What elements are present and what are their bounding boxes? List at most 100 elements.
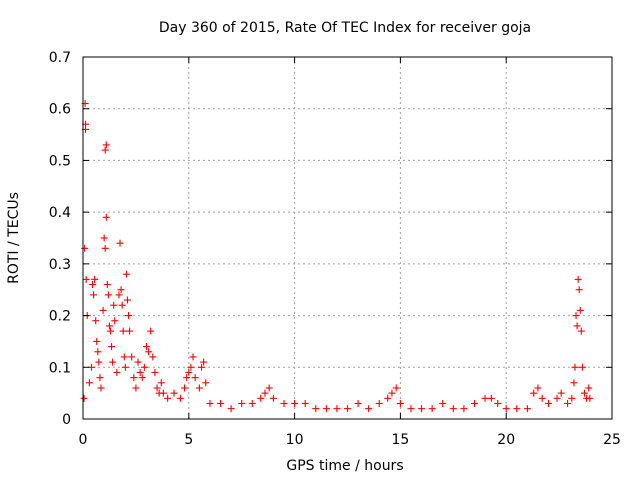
data-point — [217, 399, 225, 407]
data-point — [176, 394, 184, 402]
data-point — [164, 394, 172, 402]
data-point — [248, 399, 256, 407]
data-point — [545, 399, 553, 407]
data-point — [586, 394, 594, 402]
data-point — [115, 291, 123, 299]
plot-frame — [82, 56, 613, 420]
data-point — [460, 405, 468, 413]
data-point — [576, 306, 584, 314]
data-point — [104, 291, 112, 299]
data-point — [90, 291, 98, 299]
y-tick-label: 0 — [62, 412, 71, 428]
data-point — [197, 363, 205, 371]
data-point — [159, 389, 167, 397]
data-point — [87, 363, 95, 371]
data-point — [81, 244, 89, 252]
data-point — [109, 358, 117, 366]
data-point — [449, 405, 457, 413]
x-tick-label: 25 — [603, 432, 621, 448]
data-point — [269, 394, 277, 402]
data-point — [126, 327, 134, 335]
data-point — [418, 405, 426, 413]
data-point — [557, 389, 565, 397]
data-point — [553, 394, 561, 402]
data-point — [102, 141, 110, 149]
data-point — [502, 405, 510, 413]
data-point — [301, 399, 309, 407]
data-point — [145, 348, 153, 356]
data-point — [95, 358, 103, 366]
data-point — [120, 353, 128, 361]
data-point — [157, 379, 165, 387]
data-point — [257, 394, 265, 402]
data-point — [574, 275, 582, 283]
data-point — [105, 322, 113, 330]
data-point — [365, 405, 373, 413]
data-point — [110, 301, 118, 309]
data-point — [101, 244, 109, 252]
data-point — [265, 384, 273, 392]
x-tick-label: 5 — [184, 432, 193, 448]
data-point — [407, 405, 415, 413]
data-point — [124, 312, 132, 320]
data-point — [170, 389, 178, 397]
data-point — [575, 286, 583, 294]
data-point — [82, 275, 90, 283]
y-tick-label: 0.5 — [49, 153, 71, 169]
data-point — [392, 384, 400, 392]
data-point — [333, 405, 341, 413]
data-point — [187, 363, 195, 371]
x-tick-label: 20 — [497, 432, 515, 448]
data-point — [96, 374, 104, 382]
data-point — [322, 405, 330, 413]
x-tick-label: 10 — [286, 432, 304, 448]
data-point — [85, 379, 93, 387]
data-point — [354, 399, 362, 407]
data-point — [136, 368, 144, 376]
data-point — [138, 374, 146, 382]
data-point — [439, 399, 447, 407]
data-point — [149, 353, 157, 361]
x-tick-label: 0 — [79, 432, 88, 448]
data-point — [97, 384, 105, 392]
data-point — [538, 394, 546, 402]
data-point — [261, 389, 269, 397]
data-point — [573, 322, 581, 330]
data-point — [118, 301, 126, 309]
data-point — [113, 368, 121, 376]
data-point — [585, 384, 593, 392]
data-point — [101, 146, 109, 154]
data-point — [578, 363, 586, 371]
data-point — [564, 399, 572, 407]
data-point — [428, 405, 436, 413]
data-point — [128, 353, 136, 361]
data-point — [134, 358, 142, 366]
data-point — [185, 368, 193, 376]
y-tick-label: 0.7 — [49, 50, 71, 66]
data-point — [100, 234, 108, 242]
data-point — [151, 368, 159, 376]
data-point — [291, 399, 299, 407]
data-point — [189, 353, 197, 361]
data-point — [102, 213, 110, 221]
axis-ticks — [82, 56, 613, 420]
data-point — [494, 399, 502, 407]
y-axis-label: ROTI / TECUs — [6, 192, 22, 284]
data-point — [470, 399, 478, 407]
data-point — [142, 343, 150, 351]
data-point — [117, 286, 125, 294]
data-point — [312, 405, 320, 413]
data-point — [200, 358, 208, 366]
data-point — [103, 281, 111, 289]
data-point — [122, 270, 130, 278]
data-point — [530, 389, 538, 397]
data-point — [130, 374, 138, 382]
y-tick-label: 0.1 — [49, 360, 71, 376]
data-point — [568, 394, 576, 402]
data-point — [375, 399, 383, 407]
data-point — [481, 394, 489, 402]
grid-lines — [83, 57, 612, 419]
data-point — [388, 389, 396, 397]
data-point — [513, 405, 521, 413]
